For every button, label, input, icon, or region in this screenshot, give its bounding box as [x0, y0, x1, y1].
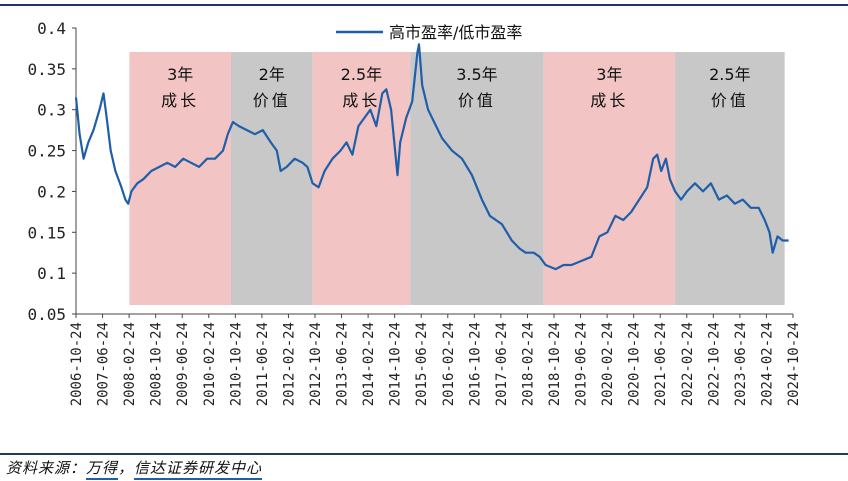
x-tick-label: 2024-02-24 [759, 322, 775, 406]
phase-style-label: 价值 [253, 91, 291, 110]
x-tick-label: 2016-02-24 [441, 322, 457, 406]
phase-duration-label: 2.5年 [709, 65, 750, 84]
phase-style-label: 成长 [342, 91, 380, 110]
phase-style-label: 成长 [161, 91, 199, 110]
y-tick-label: 0.3 [37, 101, 66, 120]
x-tick-label: 2016-10-24 [467, 322, 483, 406]
y-tick-label: 0.25 [27, 142, 66, 161]
phase-region-6 [675, 52, 785, 305]
phase-region-4 [410, 52, 544, 305]
phase-region-2 [230, 52, 313, 305]
x-tick-label: 2007-06-24 [96, 322, 112, 406]
phase-duration-label: 2.5年 [341, 65, 382, 84]
axes: 0.05 0.1 0.15 0.2 0.25 0.3 0.35 0.4 2006-10-24 20… [27, 19, 802, 406]
x-tick-label: 2006-10-24 [69, 322, 85, 406]
source-separator: ， [118, 459, 135, 477]
x-tick-label: 2008-02-24 [122, 322, 138, 406]
phase-style-label: 价值 [711, 91, 749, 110]
phase-style-label: 成长 [590, 91, 628, 110]
phase-region-5 [543, 52, 676, 305]
x-tick-label: 2018-10-24 [547, 322, 563, 406]
y-tick-label: 0.4 [37, 19, 66, 38]
source-note: 资料来源：万得，信达证券研发中心 [6, 457, 263, 480]
x-tick-label: 2012-02-24 [281, 322, 297, 406]
x-tick-label: 2017-06-24 [494, 322, 510, 406]
x-tick-label: 2014-10-24 [388, 322, 404, 406]
y-tick-label: 0.35 [27, 60, 66, 79]
phase-style-label: 价值 [458, 91, 496, 110]
source-prefix: 资料来源： [6, 459, 87, 477]
source-wind: 万得 [86, 459, 119, 480]
x-tick-label: 2010-02-24 [202, 322, 218, 406]
x-tick-label: 2010-10-24 [228, 322, 244, 406]
x-tick-label: 2018-02-24 [520, 322, 536, 406]
x-tick-label: 2021-06-24 [653, 322, 669, 406]
source-cinda: 信达证券研发中心 [134, 459, 263, 480]
phase-duration-label: 3年 [596, 65, 622, 84]
x-tick-label: 2022-10-24 [706, 322, 722, 406]
x-tick-label: 2020-02-24 [600, 322, 616, 406]
x-tick-label: 2011-06-24 [255, 322, 271, 406]
x-tick-label: 2014-02-24 [361, 322, 377, 406]
x-tick-label: 2009-06-24 [175, 322, 191, 406]
y-tick-label: 0.15 [27, 223, 66, 242]
phase-region-3 [312, 52, 411, 305]
legend-label: 高市盈率/低市盈率 [389, 23, 522, 42]
phase-region-1 [129, 52, 231, 305]
x-tick-label: 2023-06-24 [733, 322, 749, 406]
x-tick-label: 2008-10-24 [149, 322, 165, 406]
y-tick-label: 0.1 [37, 264, 66, 283]
series-line-pe-ratio [74, 43, 789, 271]
x-tick-label: 2020-10-24 [627, 322, 643, 406]
x-tick-label: 2022-02-24 [680, 322, 696, 406]
x-tick-label: 2012-10-24 [308, 322, 324, 406]
y-tick-label: 0.05 [27, 305, 66, 324]
phase-duration-label: 3年 [167, 65, 193, 84]
legend: 高市盈率/低市盈率 [336, 23, 522, 42]
y-tick-label: 0.2 [37, 182, 66, 201]
footer-rule [0, 453, 848, 455]
series-layer [74, 43, 789, 271]
x-tick-label: 2019-06-24 [574, 322, 590, 406]
x-tick-label: 2015-06-24 [414, 322, 430, 406]
phase-duration-label: 2年 [259, 65, 285, 84]
top-rule [0, 4, 848, 6]
phase-duration-label: 3.5年 [456, 65, 497, 84]
x-tick-label: 2013-06-24 [335, 322, 351, 406]
x-tick-label: 2024-10-24 [786, 322, 802, 406]
